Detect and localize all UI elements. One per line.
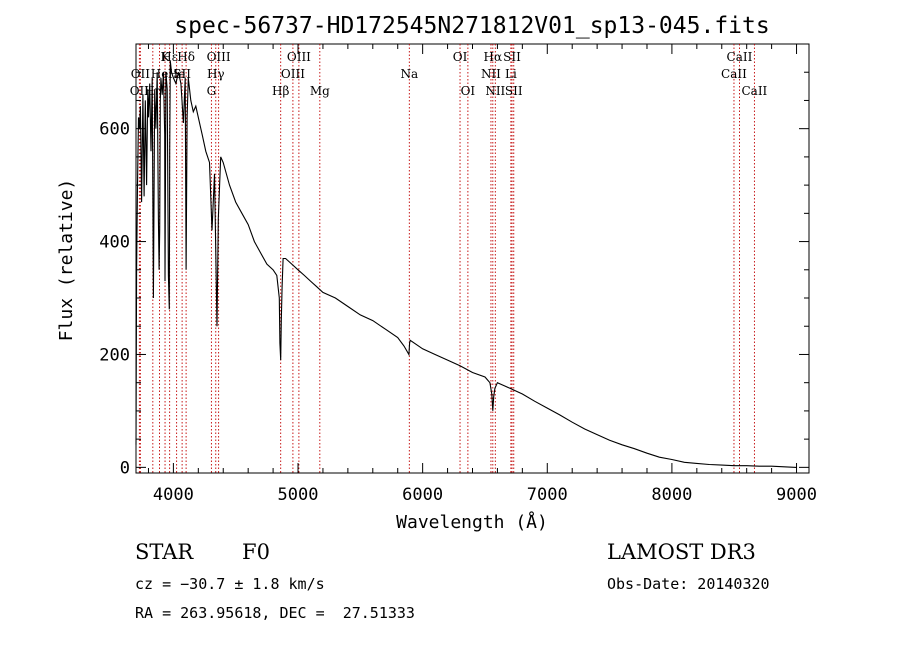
line-label: OI: [453, 50, 468, 64]
line-label: OIII: [287, 50, 311, 64]
subclass: F0: [242, 540, 270, 564]
chart-title: spec-56737-HD172545N271812V01_sp13-045.f…: [174, 13, 769, 39]
y-tick-label: 600: [99, 120, 130, 140]
x-tick-label: 8000: [651, 485, 692, 505]
line-label: SII: [505, 84, 523, 98]
line-label: CaII: [721, 67, 747, 81]
line-label: OI: [461, 84, 476, 98]
line-label: NII: [485, 84, 505, 98]
y-axis-label: Flux (relative): [56, 179, 77, 342]
y-tick-label: 200: [99, 345, 130, 365]
line-label: CaII: [741, 84, 767, 98]
line-label: OIII: [281, 67, 305, 81]
emission-lines: [138, 44, 755, 473]
line-label: Hα: [484, 50, 503, 64]
x-tick-label: 5000: [278, 485, 319, 505]
x-axis-label: Wavelength (Å): [396, 511, 548, 533]
line-label: K: [161, 50, 171, 64]
line-label: CaII: [727, 50, 753, 64]
line-label: OII: [130, 84, 150, 98]
flux-series-line: [135, 60, 797, 468]
x-axis-ticks: 4000 5000 6000 7000 8000 9000: [147, 44, 817, 505]
coordinates-text: RA = 263.95618, DEC = 27.51333: [135, 604, 415, 622]
line-label: Hδ: [177, 50, 195, 64]
x-tick-label: 6000: [402, 485, 443, 505]
line-label: Mg: [310, 84, 330, 98]
y-axis-ticks: 0 200 400 600: [99, 71, 809, 478]
line-label: OIII: [207, 50, 231, 64]
y-tick-label: 400: [99, 233, 130, 253]
x-tick-label: 9000: [776, 485, 817, 505]
line-label: NII: [481, 67, 501, 81]
y-tick-label: 0: [120, 458, 130, 478]
line-label: Hβ: [272, 84, 289, 98]
line-label: SII: [503, 50, 521, 64]
x-tick-label: 4000: [153, 485, 194, 505]
plot-frame: [135, 43, 810, 474]
object-type: STAR: [135, 540, 194, 564]
x-tick-label: 7000: [527, 485, 568, 505]
line-label: OII: [131, 67, 151, 81]
redshift-text: cz = −30.7 ± 1.8 km/s: [135, 575, 325, 593]
line-label: Li: [505, 67, 517, 81]
line-label: G: [207, 84, 217, 98]
line-label: He: [168, 67, 186, 81]
survey-name: LAMOST DR3: [607, 540, 756, 564]
obs-date: Obs-Date: 20140320: [607, 575, 770, 593]
line-label: Na: [400, 67, 418, 81]
line-label: Hγ: [207, 67, 225, 81]
